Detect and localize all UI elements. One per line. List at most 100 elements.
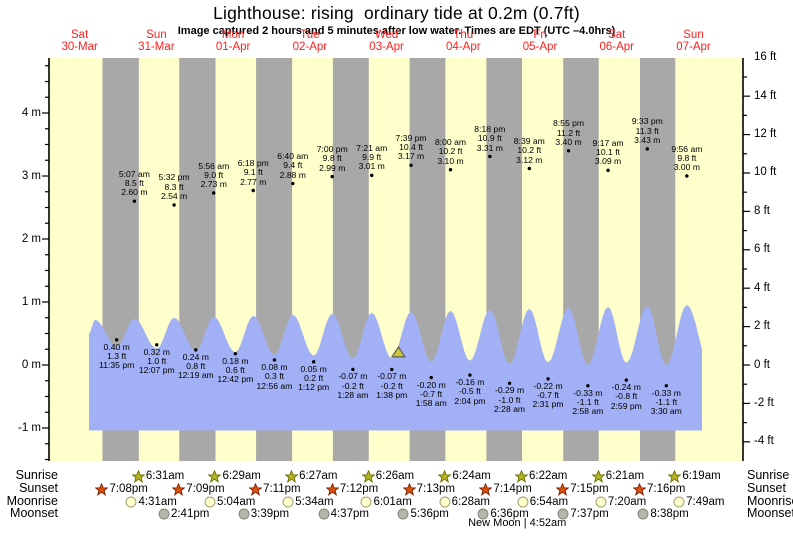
low-tide-point [624,378,628,382]
sunrise-star-icon [361,469,375,483]
sunset-star-icon [249,482,263,496]
astro-time: 4:37pm [330,508,369,520]
moonset-icon [557,508,569,520]
axis-tick-label-right: 12 ft [754,128,777,141]
high-tide-point [370,173,374,178]
astro-time: 7:13pm [416,483,455,495]
high-tide-point [645,147,649,151]
high-tide-label: 5:56 am 9.0 ft 2.73 m [198,160,230,190]
axis-tick-label-left: 1 m [21,295,41,308]
sunset-event: 7:15pm [556,481,609,497]
sunrise-star-icon [515,469,529,483]
low-tide-label: -0.22 m -0.7 ft 2:31 pm [532,380,564,410]
high-tide-point [448,168,453,172]
sunrise-star-icon [438,469,452,483]
day-label: Sun 07-Apr [676,29,711,53]
sunset-star-icon [632,482,646,496]
low-tide-point [194,348,198,352]
axis-tick-label-right: -2 ft [754,396,774,409]
high-tide-label: 5:07 am 8.5 ft 2.60 m [118,168,150,198]
astro-time: 6:31am [145,470,185,482]
sunrise-event: 6:27am [285,468,337,484]
axis-tick-label-right: 16 ft [754,51,777,64]
moonrise-event: 5:34am [282,494,334,510]
sunrise-event: 6:22am [515,468,567,484]
low-tide-label: -0.20 m -0.7 ft 1:58 am [415,379,447,409]
axis-tick-label-right: 0 ft [754,358,770,371]
sunset-event: 7:14pm [479,481,532,497]
axis-tick-label-left: -1 m [18,421,41,434]
sunset-star-icon [325,482,339,496]
high-tide-label: 8:00 am 10.2 ft 3.10 m [434,137,467,166]
moonset-icon [238,508,250,520]
low-tide-label: 0.32 m 1.0 ft 12:07 pm [138,346,175,376]
low-tide-point [390,367,394,372]
astro-time: 2:41pm [170,508,210,520]
astro-time: 5:04am [216,495,256,508]
moonrise-event: 5:04am [204,494,255,510]
high-tide-label: 5:32 pm 8.3 ft 2.54 m [158,172,190,202]
astro-time: 6:26am [375,470,415,482]
moonrise-icon [673,496,685,507]
sunrise-star-icon [591,469,605,483]
low-tide-label: 0.40 m 1.3 ft 11:35 pm [99,341,135,371]
sunrise-star-icon [285,469,299,483]
moonset-event: 6:36pm [477,506,529,522]
moonset-event: 2:41pm [158,506,209,522]
moonset-icon [637,508,649,520]
axis-tick-label-right: 4 ft [754,281,770,294]
high-tide-label: 8:39 am 10.2 ft 3.12 m [513,135,545,165]
chart-title: Lighthouse: rising ordinary tide at 0.2m… [213,3,580,23]
low-tide-label: -0.33 m -1.1 ft 2:58 am [572,387,604,417]
low-tide-point [155,343,159,347]
low-tide-point [311,360,316,364]
low-tide-label: -0.29 m -1.0 ft 2:28 am [494,385,526,414]
high-tide-point [172,203,176,207]
sunrise-star-icon [131,469,145,483]
axis-tick-label-left: 0 m [21,358,41,371]
sunset-star-icon [172,482,186,496]
day-label: Thu 04-Apr [446,29,481,53]
row-label-sunrise-right: Sunrise [747,468,790,482]
high-tide-point [527,166,532,171]
axis-tick-label-right: 2 ft [754,320,770,333]
sunset-event: 7:13pm [402,481,455,497]
high-tide-label: 9:33 pm 11.3 ft 3.43 m [631,116,663,145]
moonset-icon [158,508,170,520]
low-tide-point [272,358,277,362]
moonrise-icon [595,496,607,507]
axis-tick-label-right: -4 ft [754,435,774,448]
high-tide-point [132,199,137,203]
moonset-event: 5:36pm [397,506,449,522]
astro-time: 7:14pm [493,483,532,495]
water-area [89,304,702,431]
sunset-event: 7:12pm [325,481,378,497]
axis-tick-label-right: 6 ft [754,243,770,256]
sunset-event: 7:16pm [632,481,685,497]
high-tide-point [606,168,610,173]
astro-time: 7:20am [607,495,647,508]
astro-time: 6:21am [605,470,645,482]
axis-tick-label-left: 3 m [21,169,41,182]
high-tide-label: 7:39 pm 10.4 ft 3.17 m [395,132,427,162]
astro-time: 7:09pm [186,483,225,495]
moonrise-icon [204,496,216,507]
astro-time: 6:01am [373,495,412,508]
high-tide-point [566,149,571,153]
astro-time: 4:31am [138,495,177,508]
day-label: Mon 01-Apr [215,29,251,53]
astro-time: 5:36pm [410,508,449,520]
low-tide-point [429,375,433,380]
axis-tick-label-left: 4 m [21,106,41,119]
moonset-icon [477,508,489,520]
chart-subtitle: Image captured 2 hours and 5 minutes aft… [177,25,616,37]
astro-time: 6:54am [529,495,569,508]
moonrise-event: 6:01am [360,494,412,510]
astro-time: 7:08pm [109,483,148,495]
moonrise-event: 6:54am [517,494,568,510]
high-tide-label: 9:56 am 9.8 ft 3.00 m [671,143,703,173]
moonrise-event: 4:31am [125,494,177,510]
